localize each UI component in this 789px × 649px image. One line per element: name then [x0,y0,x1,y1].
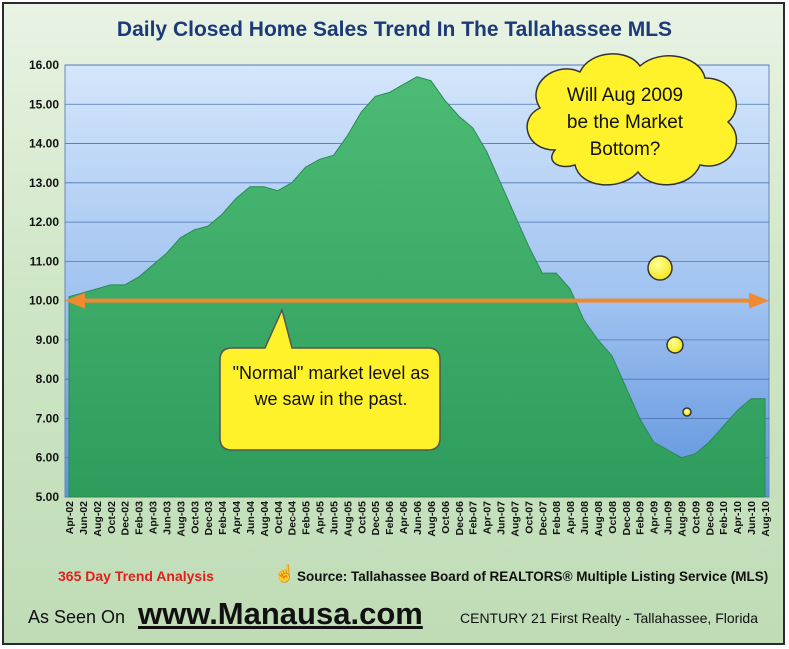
x-tick-label: Aug-05 [342,501,354,537]
x-tick-label: Dec-06 [454,501,466,536]
x-tick-label: Oct-05 [356,501,368,534]
x-tick-label: Jun-09 [663,501,675,535]
x-tick-label: Aug-07 [509,501,521,537]
normal-level-line [65,292,769,309]
x-tick-label: Oct-08 [607,501,619,534]
y-tick-label: 15.00 [29,97,59,111]
x-tick-label: Aug-09 [676,501,688,537]
pointing-hand-icon: ☝ [274,564,296,583]
chart-title: Daily Closed Home Sales Trend In The Tal… [116,18,673,41]
y-tick-label: 11.00 [30,254,60,268]
x-tick-label: Feb-10 [718,501,730,535]
normal-level-annotation: "Normal" market level as we saw in the p… [232,363,430,409]
x-tick-label: Oct-07 [523,501,535,534]
x-tick-label: Dec-08 [621,501,633,536]
x-tick-label: Feb-05 [301,501,313,535]
x-tick-label: Aug-10 [760,501,772,537]
x-tick-label: Dec-05 [370,501,382,536]
x-tick-label: Jun-03 [161,501,173,535]
as-seen-on-text: As Seen On [28,607,126,627]
x-tick-label: Oct-02 [106,501,118,534]
y-tick-label: 14.00 [29,137,59,151]
x-tick-label: Feb-08 [551,501,563,535]
x-tick-label: Apr-02 [64,501,76,534]
brokerage-text: CENTURY 21 First Realty - Tallahassee, F… [460,610,758,626]
x-tick-label: Jun-06 [412,501,424,535]
cloud-annotation: Will Aug 2009 be the Market Bottom? [566,85,684,160]
x-tick-label: Apr-10 [732,501,744,534]
x-tick-label: Apr-06 [398,501,410,534]
x-tick-label: Apr-04 [231,501,243,534]
x-tick-label: Dec-03 [203,501,215,536]
x-tick-label: Apr-03 [148,501,160,534]
x-tick-label: Dec-09 [704,501,716,536]
normal-level-callout [219,307,441,451]
x-tick-label: Oct-06 [440,501,452,534]
x-tick-label: Aug-02 [92,501,104,537]
y-tick-label: 8.00 [36,372,60,386]
x-tick-label: Jun-10 [746,501,758,535]
y-tick-label: 7.00 [36,411,60,425]
x-tick-label: Aug-08 [593,501,605,537]
y-tick-label: 5.00 [36,490,60,504]
y-tick-label: 13.00 [29,176,59,190]
x-tick-label: Feb-03 [134,501,146,535]
trend-label: 365 Day Trend Analysis [58,568,214,584]
x-tick-label: Feb-04 [217,501,229,535]
x-tick-label: Oct-04 [273,501,285,534]
x-tick-label: Apr-08 [565,501,577,534]
x-tick-label: Dec-02 [120,501,132,536]
x-tick-label: Dec-07 [537,501,549,536]
x-axis-labels: Apr-02 Jun-02 Aug-02 Oct-02 Dec-02 Feb-03 Apr-… [64,501,772,537]
x-tick-label: Apr-07 [482,501,494,534]
x-tick-label: Jun-07 [496,501,508,535]
x-tick-label: Feb-06 [384,501,396,535]
x-tick-label: Aug-06 [426,501,438,537]
x-tick-label: Jun-08 [579,501,591,535]
y-tick-label: 12.00 [29,215,59,229]
source-text: Source: Tallahassee Board of REALTORS® M… [297,569,769,584]
x-tick-label: Aug-04 [259,501,271,537]
y-tick-label: 10.00 [29,294,59,308]
x-tick-label: Apr-05 [315,501,327,534]
y-tick-label: 9.00 [36,333,60,347]
x-tick-label: Dec-04 [287,501,299,536]
x-tick-label: Apr-09 [649,501,661,534]
x-tick-label: Oct-09 [690,501,702,534]
x-tick-label: Jun-05 [328,501,340,535]
x-tick-label: Feb-07 [468,501,480,535]
x-tick-label: Jun-04 [245,501,257,535]
market-bottom-cloud [526,53,738,417]
x-tick-label: Feb-09 [635,501,647,535]
website-link[interactable]: www.Manausa.com [138,596,423,631]
y-tick-label: 6.00 [36,451,60,465]
y-axis-labels: 5.00 6.00 7.00 8.00 9.00 10.00 11.00 12.00 13.00… [29,58,59,504]
x-tick-label: Oct-03 [189,501,201,534]
x-tick-label: Aug-03 [175,501,187,537]
y-tick-label: 16.00 [29,58,59,72]
x-tick-label: Jun-02 [78,501,90,535]
